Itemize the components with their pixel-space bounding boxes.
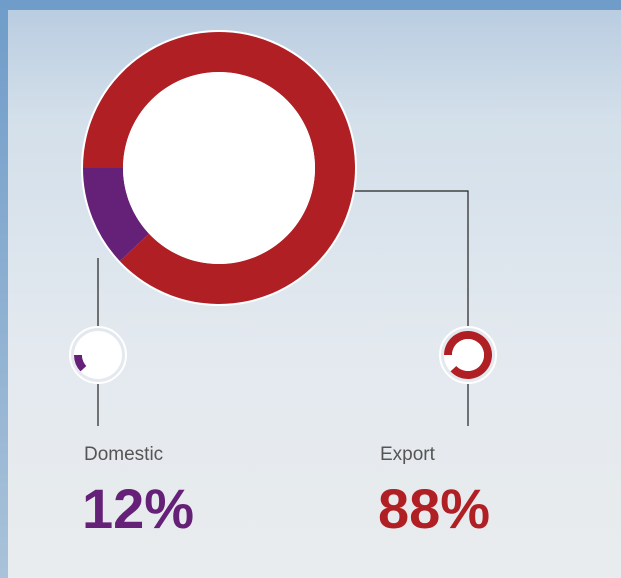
value-label: 88% [378,477,490,540]
indicator-hole [452,339,484,371]
indicator-hole [82,339,114,371]
connector [355,191,468,327]
infographic: Domestic 12% Export 88% [0,0,621,578]
value-label: 12% [82,477,194,540]
category-label: Domestic [84,444,163,465]
chart: Domestic 12% Export 88% [0,0,621,578]
category-label: Export [380,444,436,465]
donut-segment-hole [123,72,315,264]
